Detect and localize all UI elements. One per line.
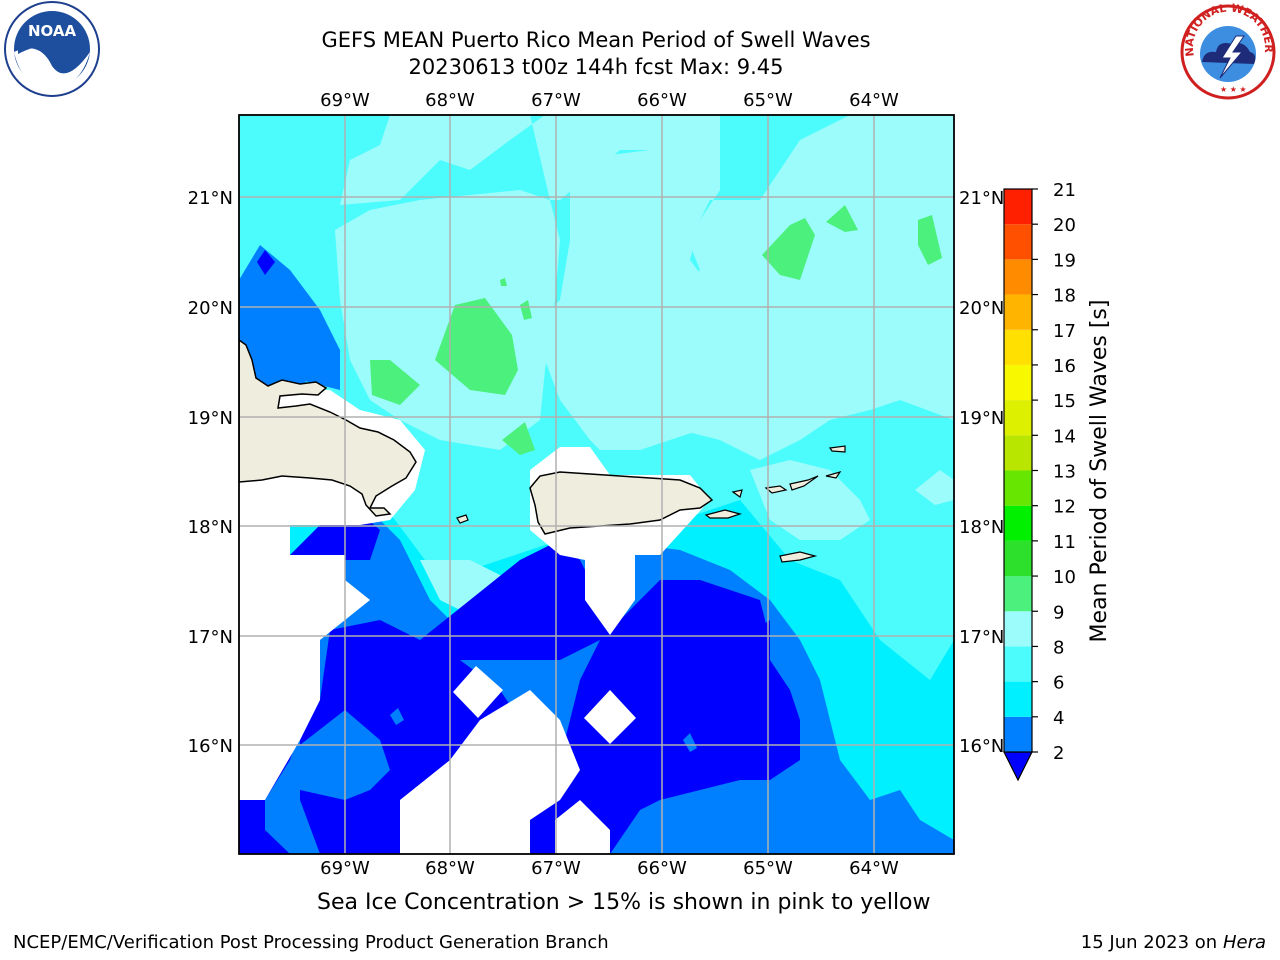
lat-label-left: 18°N	[188, 517, 233, 538]
lat-label-right: 16°N	[959, 736, 1004, 757]
colorbar-swatch	[1004, 364, 1032, 401]
colorbar-swatch	[1004, 646, 1032, 682]
lon-label-bottom: 69°W	[320, 858, 370, 879]
lon-label-bottom: 66°W	[637, 858, 687, 879]
chart-title: GEFS MEAN Puerto Rico Mean Period of Swe…	[321, 28, 871, 52]
nws-logo-icon: NATIONAL WEATHER SERVICE ★ ★ ★	[1178, 0, 1276, 100]
colorbar-swatch	[1004, 611, 1032, 647]
lon-label-bottom: 64°W	[849, 858, 899, 879]
colorbar-tick-label: 11	[1053, 532, 1076, 553]
swell-period-field	[239, 115, 954, 854]
lat-label-left: 19°N	[188, 408, 233, 429]
svg-text:★ ★ ★: ★ ★ ★	[1220, 85, 1247, 94]
map-gridlines	[239, 115, 954, 854]
colorbar-extend	[1003, 751, 1033, 782]
colorbar-tick-label: 12	[1053, 497, 1076, 518]
hispaniola-land	[239, 339, 417, 517]
colorbar-swatch	[1004, 329, 1032, 365]
colorbar-tick-label: 14	[1053, 426, 1076, 447]
footer-date-text: 15 Jun 2023 on	[1080, 932, 1218, 953]
colorbar-swatch	[1004, 470, 1032, 506]
lat-label-right: 17°N	[959, 627, 1004, 648]
colorbar-tick-label: 10	[1053, 567, 1076, 588]
footer-machine: Hera	[1222, 932, 1266, 953]
lat-label-left: 20°N	[188, 298, 233, 319]
colorbar: 2 4 6 8 9 10 11 12 13 14 15 16 17 18 19 20 21	[1003, 180, 1076, 782]
culebra-island	[731, 489, 743, 498]
lat-label-right: 20°N	[959, 298, 1004, 319]
noaa-logo-icon: NOAA	[4, 1, 100, 97]
lat-label-left: 16°N	[188, 736, 233, 757]
colorbar-tick-label: 4	[1053, 708, 1064, 729]
lon-label-bottom: 67°W	[531, 858, 581, 879]
colorbar-tick-label: 15	[1053, 391, 1076, 412]
st-croix-island	[779, 551, 818, 563]
colorbar-tick-label: 6	[1053, 673, 1064, 694]
lon-label-top: 64°W	[849, 90, 899, 111]
lon-label-top: 66°W	[637, 90, 687, 111]
lon-label-bottom: 65°W	[743, 858, 793, 879]
map-tick-labels: 69°W 69°W 68°W 68°W 67°W 67°W 66°W 66°W 65°W 65°W…	[188, 90, 1005, 879]
lat-label-right: 19°N	[959, 408, 1004, 429]
colorbar-tick-label: 18	[1053, 286, 1076, 307]
colorbar-tick-label: 16	[1053, 356, 1076, 377]
footer-date: 15 Jun 2023 on Hera	[1081, 932, 1266, 953]
lat-label-left: 17°N	[188, 627, 233, 648]
colorbar-tick-label: 20	[1053, 215, 1076, 236]
colorbar-tick-label: 8	[1053, 637, 1064, 658]
colorbar-swatch	[1004, 505, 1032, 541]
mona-island	[456, 514, 469, 524]
colorbar-swatch	[1004, 716, 1032, 752]
virgin-gorda-island	[825, 470, 842, 479]
lon-label-top: 67°W	[531, 90, 581, 111]
chart-subtitle-run: 20230613 t00z 144h fcst Max: 9.45	[408, 55, 784, 79]
colorbar-label: Mean Period of Swell Waves [s]	[1087, 300, 1112, 643]
colorbar-swatch	[1004, 400, 1032, 436]
footer-credit: NCEP/EMC/Verification Post Processing Pr…	[13, 932, 609, 953]
lat-label-right: 21°N	[959, 188, 1004, 209]
bvi-islands	[789, 475, 819, 491]
colorbar-tick-label: 9	[1053, 602, 1064, 623]
colorbar-swatch	[1004, 435, 1032, 471]
lon-label-top: 68°W	[425, 90, 475, 111]
colorbar-swatch	[1004, 224, 1032, 260]
noaa-logo-text: NOAA	[28, 22, 77, 40]
st-thomas-island	[764, 485, 788, 494]
colorbar-swatch	[1004, 294, 1032, 330]
colorbar-swatch	[1004, 681, 1032, 717]
puerto-rico-land	[529, 471, 714, 535]
colorbar-tick-label: 21	[1053, 180, 1076, 201]
colorbar-tick-label: 2	[1053, 743, 1064, 764]
colorbar-tick-label: 17	[1053, 321, 1076, 342]
colorbar-tick-label: 19	[1053, 250, 1076, 271]
colorbar-swatch	[1004, 189, 1032, 225]
lat-label-left: 21°N	[188, 188, 233, 209]
lon-label-top: 69°W	[320, 90, 370, 111]
map-frame	[238, 114, 955, 855]
anegada-island	[828, 445, 846, 453]
lat-label-right: 18°N	[959, 517, 1004, 538]
lon-label-top: 65°W	[743, 90, 793, 111]
lon-label-bottom: 68°W	[425, 858, 475, 879]
colorbar-swatch	[1004, 540, 1032, 577]
sea-ice-note: Sea Ice Concentration > 15% is shown in …	[317, 890, 931, 915]
colorbar-swatch	[1004, 576, 1032, 612]
colorbar-tick-label: 13	[1053, 462, 1076, 483]
colorbar-swatch	[1004, 259, 1032, 295]
vieques-island	[704, 509, 743, 519]
